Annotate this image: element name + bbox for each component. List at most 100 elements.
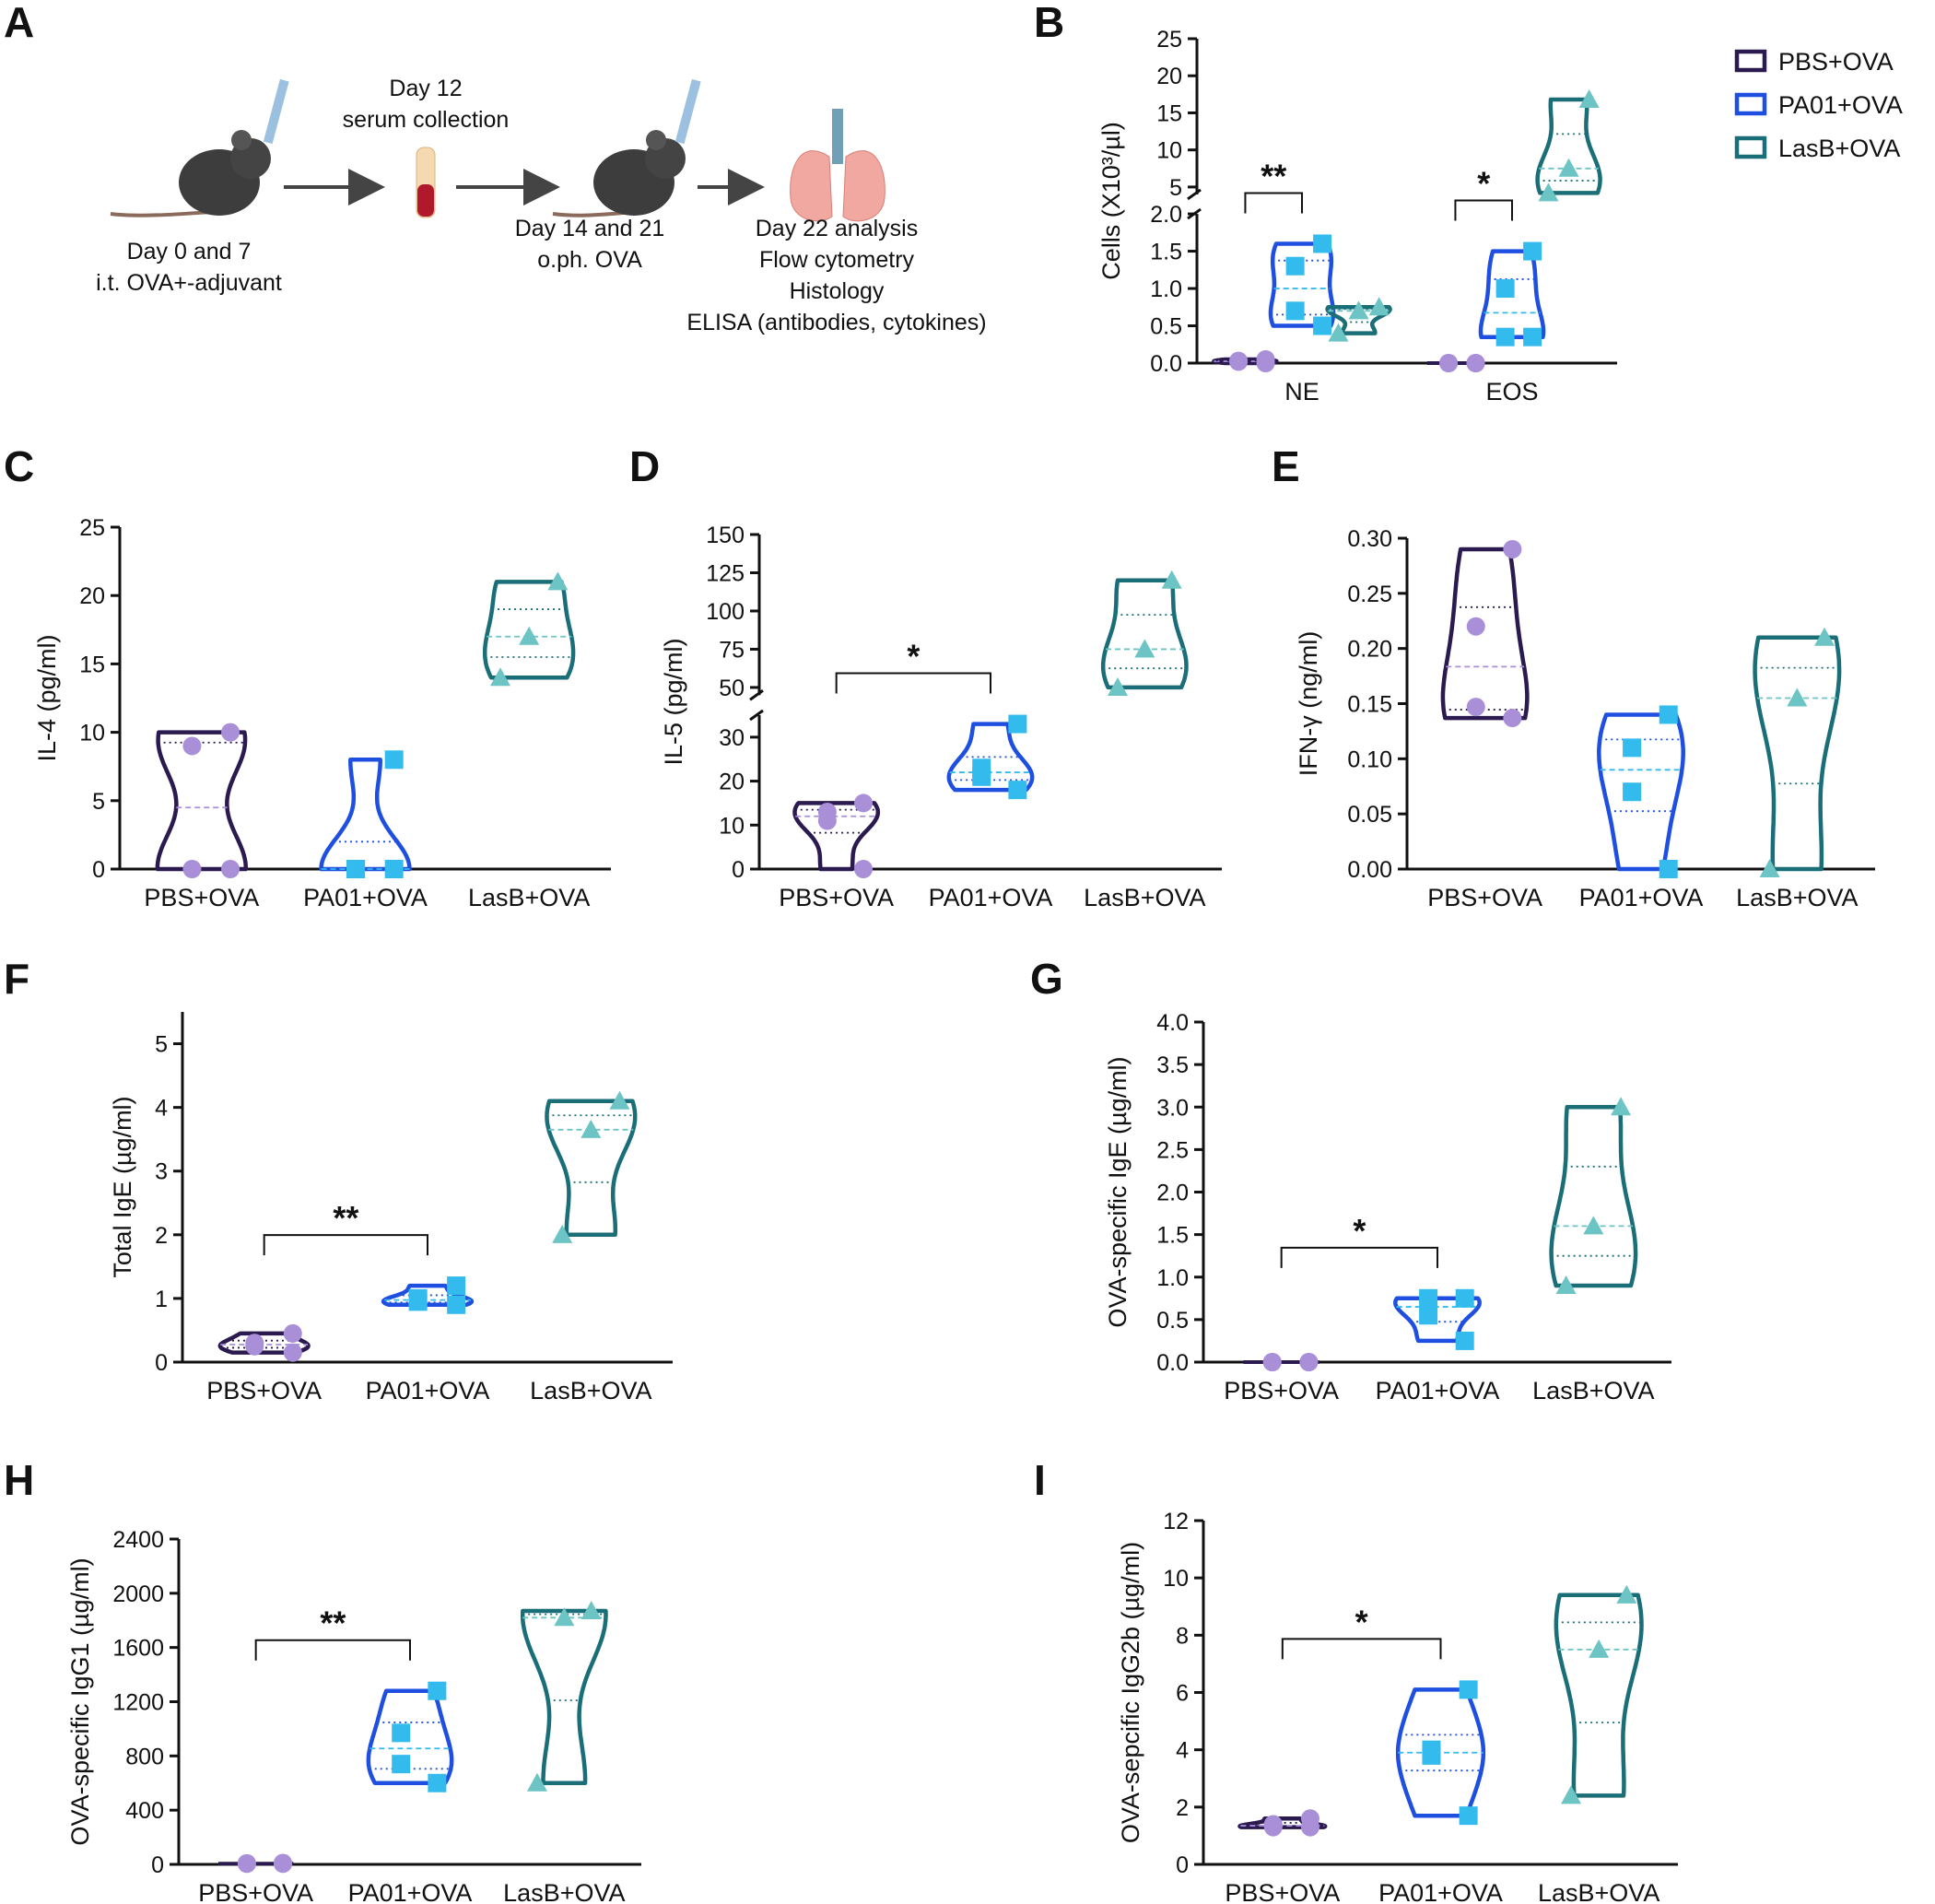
legend-swatch: [1734, 49, 1767, 73]
data-point: [489, 667, 510, 687]
violin: [1100, 578, 1189, 690]
x-tick-label: PA01+OVA: [929, 884, 1053, 911]
data-point: [428, 1681, 447, 1700]
y-tick-label: 125: [706, 560, 745, 586]
y-tick-label: 0: [155, 1350, 168, 1376]
y-tick-label: 10: [719, 813, 745, 839]
step-text: i.t. OVA+-adjuvant: [96, 270, 282, 296]
data-point: [526, 1772, 547, 1792]
y-tick-label: 10: [79, 721, 105, 746]
y-tick-label: 0.00: [1347, 857, 1392, 883]
data-point: [1459, 1806, 1478, 1826]
data-point: [274, 1854, 293, 1874]
legend-label: PBS+OVA: [1778, 48, 1894, 76]
y-tick-label: 1.5: [1150, 240, 1182, 265]
x-tick-label: LasB+OVA: [530, 1377, 651, 1404]
data-point: [547, 571, 569, 591]
y-axis-label: Cells (X10³/µl): [1097, 122, 1125, 280]
violin: [1325, 305, 1392, 335]
y-tick-label: 25: [79, 515, 105, 541]
data-point: [1814, 627, 1835, 646]
y-tick-label: 4: [1176, 1738, 1189, 1764]
violin: [545, 1099, 638, 1238]
y-tick-label: 5: [92, 789, 105, 815]
data-point: [1495, 327, 1515, 347]
x-tick-label: PA01+OVA: [348, 1879, 473, 1904]
x-tick-label: PBS+OVA: [779, 884, 894, 911]
legend-label: LasB+OVA: [1778, 135, 1900, 162]
data-point: [1262, 1353, 1282, 1371]
data-point: [245, 1336, 264, 1356]
y-axis-label: IFN-γ (ng/ml): [1295, 631, 1322, 777]
data-point: [554, 1607, 575, 1627]
x-tick-label: LasB+OVA: [1084, 884, 1205, 911]
data-point: [854, 860, 874, 878]
step-text: Histology: [790, 278, 885, 304]
violin: [1597, 712, 1685, 872]
y-tick-label: 1.0: [1156, 1265, 1189, 1291]
data-point: [1422, 1745, 1441, 1765]
y-tick-label: 1600: [112, 1636, 164, 1662]
y-tick-label: 0: [1176, 1852, 1189, 1878]
significance-bracket: [263, 1234, 428, 1256]
data-point: [283, 1343, 302, 1362]
data-point: [519, 626, 540, 645]
data-point: [1134, 639, 1155, 658]
violin: [381, 1283, 475, 1308]
violin: [1535, 97, 1602, 195]
violin: [366, 1688, 454, 1786]
data-point: [1313, 234, 1332, 253]
x-tick-label: LasB+OVA: [468, 884, 590, 911]
violin: [946, 722, 1035, 793]
data-point: [1538, 182, 1559, 202]
significance-label: *: [1477, 165, 1490, 203]
mouse-icon: [552, 78, 701, 217]
data-point: [283, 1323, 302, 1343]
y-tick-label: 3.0: [1156, 1095, 1189, 1121]
data-point: [609, 1090, 630, 1110]
data-point: [1419, 1288, 1438, 1308]
y-tick-label: 0.20: [1347, 637, 1392, 663]
legend-swatch: [1734, 92, 1767, 116]
y-tick-label: 6: [1176, 1681, 1189, 1707]
data-point: [1611, 1097, 1632, 1116]
violin: [1478, 249, 1546, 339]
x-tick-label: PBS+OVA: [1427, 884, 1542, 911]
data-point: [346, 860, 366, 878]
x-tick-label: PA01+OVA: [1579, 884, 1704, 911]
step-text: Day 22 analysis: [756, 216, 918, 241]
significance-bracket: [1280, 1246, 1438, 1268]
data-point: [1299, 1353, 1319, 1371]
y-tick-label: 400: [125, 1798, 164, 1824]
y-tick-label: 1200: [112, 1690, 164, 1716]
x-tick-label: PBS+OVA: [144, 884, 259, 911]
data-point: [1328, 323, 1349, 342]
y-tick-label: 2.5: [1156, 1137, 1189, 1163]
x-tick-label: PBS+OVA: [198, 1879, 313, 1904]
mouse-icon: [110, 78, 289, 217]
data-point: [972, 767, 991, 786]
y-tick-label: 0.0: [1150, 351, 1182, 377]
data-point: [1555, 1275, 1577, 1294]
data-point: [1561, 1785, 1582, 1804]
violin: [1393, 1296, 1482, 1344]
violin: [217, 1331, 311, 1355]
data-point: [1285, 256, 1305, 276]
y-tick-label: 0: [92, 857, 105, 883]
step-text: Day 14 and 21: [515, 216, 665, 241]
y-axis-label: OVA-specific IgE (µg/ml): [1104, 1056, 1132, 1327]
data-point: [1578, 88, 1600, 108]
data-point: [1623, 738, 1642, 758]
x-tick-label: LasB+OVA: [503, 1879, 625, 1904]
y-tick-label: 2: [155, 1223, 168, 1249]
data-point: [1503, 539, 1522, 558]
x-tick-label: LasB+OVA: [1532, 1377, 1654, 1404]
y-axis-label: IL-5 (pg/ml): [660, 638, 687, 765]
data-point: [1368, 297, 1390, 316]
y-tick-label: 3.5: [1156, 1052, 1189, 1078]
panel-label: C: [4, 442, 34, 490]
x-tick-label: LasB+OVA: [1538, 1879, 1659, 1904]
y-tick-label: 2.0: [1150, 202, 1182, 228]
y-tick-label: 10: [1156, 138, 1182, 164]
